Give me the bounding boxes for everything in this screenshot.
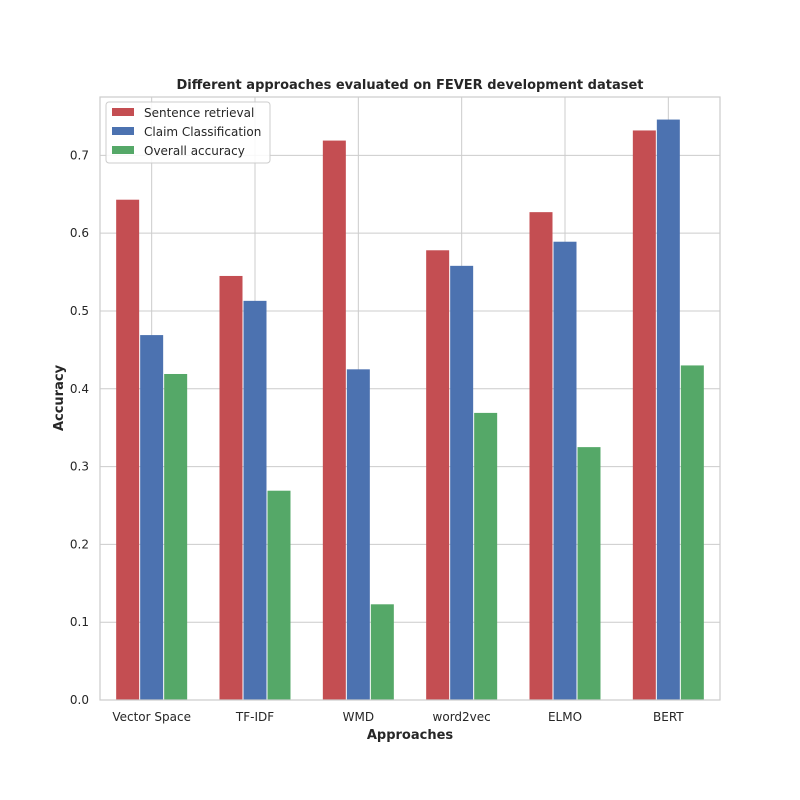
bar-sentence-retrieval-vector-space (116, 199, 140, 700)
y-tick-label: 0.7 (70, 148, 89, 162)
bar-sentence-retrieval-word2vec (426, 250, 450, 700)
plot-frame (99, 96, 721, 701)
legend-swatch-sentence-retrieval (112, 108, 134, 116)
bar-claim-classification-bert (656, 119, 680, 701)
legend-label-overall-accuracy: Overall accuracy (144, 144, 245, 158)
x-tick-label-elmo: ELMO (548, 710, 582, 724)
ticks-layer: 0.0 0.1 0.2 0.3 0.4 0.5 0.6 0.7 Vector Space TF-I… (70, 148, 684, 724)
x-tick-label-vector-space: Vector Space (112, 710, 191, 724)
bar-sentence-retrieval-wmd (322, 140, 346, 701)
x-tick-label-word2vec: word2vec (433, 710, 491, 724)
legend: Sentence retrieval Claim Classification … (105, 101, 271, 164)
legend-swatch-overall-accuracy (112, 146, 134, 154)
legend-label-claim-classification: Claim Classification (144, 125, 261, 139)
bar-claim-classification-tf-idf (243, 300, 267, 700)
bar-overall-accuracy-word2vec (474, 412, 498, 700)
bar-claim-classification-elmo (553, 241, 577, 700)
legend-swatch-claim-classification (112, 127, 134, 135)
bar-claim-classification-word2vec (450, 265, 474, 700)
bars-layer (116, 119, 704, 701)
bar-claim-classification-wmd (346, 369, 370, 700)
y-tick-label: 0.2 (70, 537, 89, 551)
x-tick-label-wmd: WMD (343, 710, 374, 724)
x-tick-label-bert: BERT (653, 710, 684, 724)
bar-sentence-retrieval-bert (632, 130, 656, 700)
y-tick-label: 0.0 (70, 693, 89, 707)
bar-claim-classification-vector-space (140, 335, 164, 700)
bar-sentence-retrieval-elmo (529, 212, 553, 700)
x-axis-label: Approaches (367, 728, 454, 743)
bar-overall-accuracy-wmd (370, 604, 394, 700)
legend-label-sentence-retrieval: Sentence retrieval (144, 106, 254, 120)
bar-overall-accuracy-bert (680, 365, 704, 700)
bar-overall-accuracy-tf-idf (267, 490, 291, 700)
legend-box (105, 101, 271, 164)
bar-overall-accuracy-vector-space (164, 373, 188, 700)
y-tick-label: 0.1 (70, 615, 89, 629)
y-tick-label: 0.6 (70, 226, 89, 240)
grid-layer (100, 97, 720, 701)
y-axis-label: Accuracy (52, 364, 67, 431)
y-tick-label: 0.5 (70, 304, 89, 318)
y-tick-label: 0.3 (70, 460, 89, 474)
y-tick-label: 0.4 (70, 382, 89, 396)
bar-sentence-retrieval-tf-idf (219, 275, 243, 700)
x-tick-label-tf-idf: TF-IDF (235, 710, 274, 724)
chart-title: Different approaches evaluated on FEVER … (176, 78, 643, 93)
bar-overall-accuracy-elmo (577, 447, 601, 700)
